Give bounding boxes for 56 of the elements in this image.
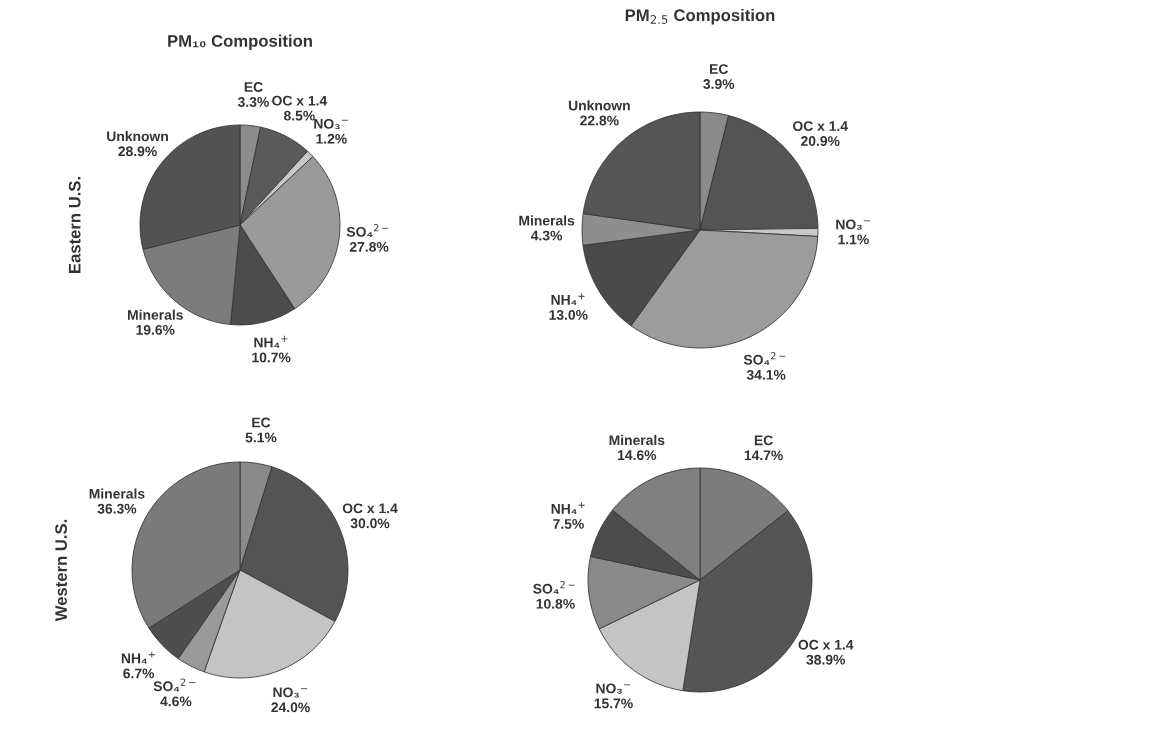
slice-label: OC x 1.4 <box>793 121 848 131</box>
slice-label: NH₄$^{+}$ <box>254 335 288 348</box>
chart-title: PM$_{2.5}$ Composition <box>625 8 775 25</box>
slice-label: EC <box>244 82 263 92</box>
data-label: 13.0% <box>549 310 588 320</box>
slice-label: SO₄$^{2−}$ <box>346 224 389 238</box>
slice-label: EC <box>252 417 271 428</box>
data-label: 36.3% <box>97 503 137 514</box>
data-label: 10.7% <box>252 352 291 363</box>
slice-label: NO₃$^{−}$ <box>273 687 308 698</box>
data-label: 7.5% <box>553 519 584 529</box>
data-label: 5.1% <box>245 432 277 443</box>
slice-label: OC x 1.4 <box>798 639 854 650</box>
data-label: 1.1% <box>838 234 869 245</box>
slice-label: EC <box>710 64 728 74</box>
text: Western U.S. <box>55 519 67 622</box>
slice-label: Minerals <box>609 434 665 446</box>
slice-label: NO₃$^{−}$ <box>596 683 630 694</box>
data-label: 38.9% <box>806 654 846 665</box>
data-label: 24.0% <box>271 702 310 713</box>
slice-label: OC x 1.4 <box>342 503 398 514</box>
data-label: 30.0% <box>350 518 390 529</box>
data-label: 28.9% <box>118 146 157 157</box>
text: Eastern U.S. <box>68 177 81 273</box>
data-label: 14.7% <box>744 450 783 461</box>
data-label: 3.3% <box>237 97 269 107</box>
slice-label: NH₄$^{+}$ <box>121 651 155 664</box>
data-label: 20.9% <box>801 136 840 146</box>
slice-label: Minerals <box>89 488 145 499</box>
slice-label: OC x 1.4 <box>272 95 328 106</box>
slice-label: SO₄$^{2−}$ <box>743 352 786 365</box>
slice-label: SO₄$^{2−}$ <box>153 678 196 692</box>
data-label: 4.3% <box>530 230 563 241</box>
data-label: 15.7% <box>594 698 633 709</box>
slice-label: NO₃$^{−}$ <box>836 219 870 230</box>
data-label: 4.6% <box>160 696 192 707</box>
data-label: 34.1% <box>746 369 786 380</box>
slice-label: NO₃$^{−}$ <box>314 118 348 130</box>
slice-label: Minerals <box>519 215 575 226</box>
data-label: 3.9% <box>703 79 735 89</box>
slice-label: EC <box>754 435 773 446</box>
slice-label: NH₄$^{+}$ <box>551 293 585 306</box>
slice-label: Unknown <box>107 131 168 142</box>
data-label: 22.8% <box>580 115 619 126</box>
data-label: 14.6% <box>618 450 657 461</box>
data-label: 1.2% <box>316 133 347 144</box>
slice-label: NH₄$^{+}$ <box>551 502 585 515</box>
data-label: 27.8% <box>349 241 389 252</box>
data-label: 10.8% <box>536 598 575 609</box>
data-label: 6.7% <box>123 668 155 679</box>
slice-label: Unknown <box>568 100 630 111</box>
data-label: 8.5% <box>283 110 315 121</box>
data-label: 19.6% <box>136 324 175 335</box>
slice-label: Minerals <box>128 309 183 320</box>
slice-label: SO₄$^{2−}$ <box>533 581 575 594</box>
chart-title: PM₁₀ Composition <box>168 34 312 51</box>
